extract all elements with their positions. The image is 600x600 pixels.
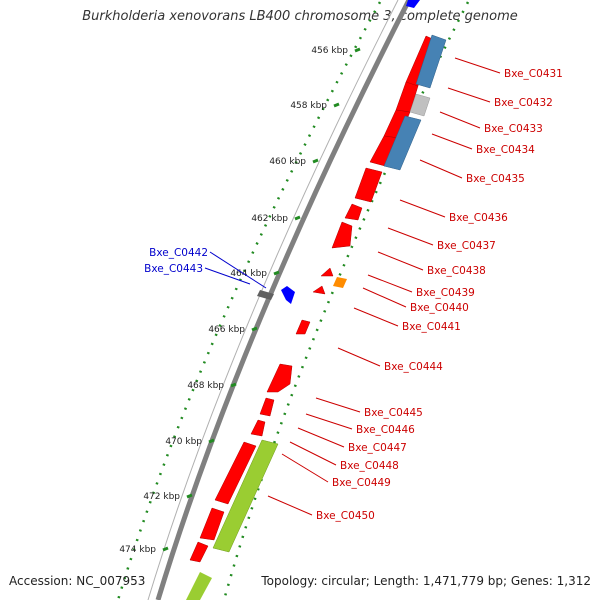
gene-forward[interactable] xyxy=(354,167,383,203)
gene-leader-line xyxy=(387,227,434,246)
gene-leader-line xyxy=(367,274,413,293)
scale-tick xyxy=(333,102,340,108)
gene-leader-line xyxy=(315,397,361,413)
scale-tick xyxy=(294,215,301,221)
gene-leader-line xyxy=(337,347,381,367)
gene-leader-line xyxy=(281,453,329,483)
scale-tick xyxy=(312,158,319,164)
scale-tick xyxy=(273,270,280,276)
gene-forward[interactable] xyxy=(320,267,334,277)
gene-label[interactable]: Bxe_C0443 xyxy=(144,263,203,275)
gene-leader-line xyxy=(439,111,481,129)
gene-forward[interactable] xyxy=(259,397,275,417)
gene-dark-C0442[interactable] xyxy=(257,290,274,300)
gc-ring-dotted xyxy=(222,1,470,600)
gene-label[interactable]: Bxe_C0434 xyxy=(476,144,535,156)
gene-leader-line xyxy=(353,307,399,327)
gene-gray-C0432[interactable] xyxy=(409,93,431,117)
accession-text: Accession: NC_007953 xyxy=(9,574,146,588)
scale-tick xyxy=(186,493,193,499)
gene-label[interactable]: Bxe_C0439 xyxy=(416,287,475,299)
gene-leader-line xyxy=(267,495,313,516)
backbone-arc xyxy=(155,0,412,600)
gene-label[interactable]: Bxe_C0431 xyxy=(504,68,563,80)
gene-label[interactable]: Bxe_C0446 xyxy=(356,424,415,436)
gene-forward[interactable] xyxy=(331,221,353,249)
gene-label[interactable]: Bxe_C0449 xyxy=(332,477,391,489)
topology-summary: Topology: circular; Length: 1,471,779 bp… xyxy=(261,574,591,588)
gene-label[interactable]: Bxe_C0433 xyxy=(484,123,543,135)
gene-label[interactable]: Bxe_C0441 xyxy=(402,321,461,333)
gene-leader-line xyxy=(447,87,491,103)
gene-orange-C0440[interactable] xyxy=(333,277,347,288)
backbone-inner-line xyxy=(147,0,399,600)
gene-leader-line xyxy=(362,287,407,308)
gene-green-next[interactable] xyxy=(186,572,212,600)
gene-forward[interactable] xyxy=(266,363,293,393)
scale-label: 460 kbp xyxy=(269,157,306,167)
scale-ring-dotted xyxy=(116,1,382,600)
scale-label: 470 kbp xyxy=(165,437,202,447)
scale-label: 474 kbp xyxy=(119,545,156,555)
scale-label: 466 kbp xyxy=(208,325,245,335)
gene-label[interactable]: Bxe_C0435 xyxy=(466,173,525,185)
gene-label[interactable]: Bxe_C0445 xyxy=(364,407,423,419)
scale-label: 458 kbp xyxy=(290,101,327,111)
gene-reverse-top[interactable] xyxy=(406,0,420,8)
map-title: Burkholderia xenovorans LB400 chromosome… xyxy=(82,9,518,24)
gene-label[interactable]: Bxe_C0432 xyxy=(494,97,553,109)
gene-blue-C0433[interactable] xyxy=(383,115,422,171)
gene-blue-C0431[interactable] xyxy=(415,34,447,89)
gene-label[interactable]: Bxe_C0447 xyxy=(348,442,407,454)
gene-reverse-C0443[interactable] xyxy=(281,286,295,304)
gene-forward[interactable] xyxy=(199,507,225,541)
gene-label[interactable]: Bxe_C0437 xyxy=(437,240,496,252)
gene-green-C0450[interactable] xyxy=(212,439,279,553)
gene-label[interactable]: Bxe_C0442 xyxy=(149,247,208,259)
gene-label[interactable]: Bxe_C0436 xyxy=(449,212,508,224)
gene-label[interactable]: Bxe_C0448 xyxy=(340,460,399,472)
gene-leader-line xyxy=(204,267,251,285)
gene-leader-line xyxy=(297,427,345,448)
gene-forward[interactable] xyxy=(250,419,266,437)
scale-tick xyxy=(354,47,361,53)
gene-leader-line xyxy=(305,413,353,430)
gene-label[interactable]: Bxe_C0450 xyxy=(316,510,375,522)
gene-forward[interactable] xyxy=(189,541,209,563)
gene-label[interactable]: Bxe_C0438 xyxy=(427,265,486,277)
scale-label: 462 kbp xyxy=(251,214,288,224)
gene-leader-line xyxy=(209,251,267,289)
scale-label: 472 kbp xyxy=(143,492,180,502)
gene-leader-line xyxy=(289,441,337,466)
gene-leader-line xyxy=(419,159,463,179)
scale-tick xyxy=(208,438,215,444)
gene-label[interactable]: Bxe_C0444 xyxy=(384,361,443,373)
scale-tick xyxy=(162,546,169,552)
scale-label: 456 kbp xyxy=(311,46,348,56)
gene-leader-line xyxy=(399,199,446,218)
gene-forward[interactable] xyxy=(312,285,326,295)
scale-label: 464 kbp xyxy=(230,269,267,279)
gene-forward[interactable] xyxy=(344,203,363,221)
gene-forward[interactable] xyxy=(295,319,311,335)
scale-tick xyxy=(230,382,237,388)
scale-label: 468 kbp xyxy=(187,381,224,391)
gene-leader-line xyxy=(377,251,424,271)
gene-forward[interactable] xyxy=(214,441,257,505)
gene-leader-line xyxy=(454,57,501,74)
scale-tick xyxy=(251,326,258,332)
gene-leader-line xyxy=(431,133,473,150)
gene-label[interactable]: Bxe_C0440 xyxy=(410,302,469,314)
